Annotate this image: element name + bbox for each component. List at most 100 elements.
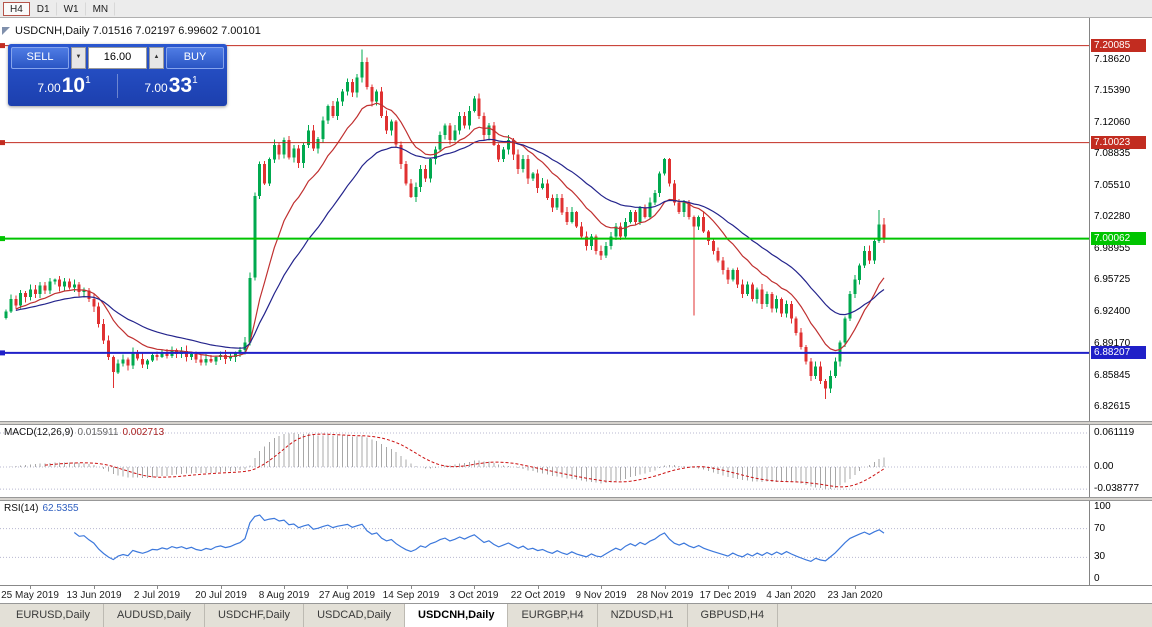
date-label: 3 Oct 2019	[449, 590, 499, 601]
macd-main-value: 0.015911	[77, 427, 119, 438]
date-label: 13 Jun 2019	[66, 590, 122, 601]
candlesticks	[4, 49, 886, 399]
chart-tab-usdcnh[interactable]: USDCNH,Daily	[405, 604, 509, 627]
sell-price-point: 1	[85, 74, 91, 86]
time-tick	[347, 586, 348, 589]
timeframe-button-d1[interactable]: D1	[30, 1, 57, 16]
price-tag: 7.20085	[1091, 39, 1146, 52]
hline-anchor-icon	[0, 140, 5, 146]
buy-price-base: 7.00	[144, 80, 168, 95]
chart-title: USDCNH,Daily 7.01516 7.02197 6.99602 7.0…	[15, 25, 261, 37]
rsi-panel[interactable]: RSI(14) 62.5355	[0, 501, 1089, 585]
candlestick-chart[interactable]	[0, 18, 1089, 421]
sell-price-pips: 10	[61, 73, 86, 97]
chart-tabs: EURUSD,Daily AUDUSD,Daily USDCHF,Daily USDC…	[0, 603, 1152, 627]
time-tick	[474, 586, 475, 589]
time-tick	[601, 586, 602, 589]
date-label: 22 Oct 2019	[510, 590, 566, 601]
time-tick	[538, 586, 539, 589]
rsi-value: 62.5355	[42, 503, 79, 514]
chart-tab-usdcad[interactable]: USDCAD,Daily	[304, 604, 406, 627]
timeframe-button-h4[interactable]: H4	[3, 1, 30, 16]
trade-panel-prices: 7.00101 7.00331	[11, 69, 224, 102]
macd-signal-line	[44, 433, 885, 488]
rsi-axis: 100 70 30 0	[1090, 501, 1152, 585]
timeframe-button-mn[interactable]: MN	[86, 1, 116, 16]
price-tick-label: 7.12060	[1094, 117, 1131, 128]
date-label: 9 Nov 2019	[575, 590, 627, 601]
chart-tab-gbpusd[interactable]: GBPUSD,H4	[688, 604, 779, 627]
ma-slow-line	[15, 138, 885, 349]
rsi-name: RSI(14)	[4, 503, 39, 514]
price-tag: 7.10023	[1091, 136, 1146, 149]
rsi-tick-label: 0	[1094, 573, 1100, 584]
rsi-chart[interactable]	[0, 501, 1089, 585]
rsi-tick-label: 70	[1094, 523, 1106, 534]
panel-splitter[interactable]	[0, 421, 1152, 425]
price-tag: 7.00062	[1091, 232, 1146, 245]
date-label: 17 Dec 2019	[699, 590, 757, 601]
time-tick	[94, 586, 95, 589]
date-label: 25 May 2019	[1, 590, 59, 601]
sell-price[interactable]: 7.00101	[11, 74, 117, 98]
time-axis: 25 May 2019 13 Jun 2019 2 Jul 2019 20 Jul 2…	[0, 585, 1152, 603]
one-click-collapse-icon[interactable]	[2, 27, 10, 35]
price-tick-label: 7.15390	[1094, 85, 1131, 96]
hline-anchor-icon	[0, 236, 5, 242]
buy-button[interactable]: BUY	[166, 47, 224, 69]
time-tick	[30, 586, 31, 589]
price-tick-label: 7.05510	[1094, 180, 1131, 191]
price-tick-label: 6.82615	[1094, 401, 1131, 412]
date-label: 14 Sep 2019	[382, 590, 440, 601]
price-tick-label: 7.08835	[1094, 148, 1131, 159]
price-chart[interactable]: USDCNH,Daily 7.01516 7.02197 6.99602 7.0…	[0, 18, 1089, 421]
macd-label: MACD(12,26,9) 0.015911 0.002713	[4, 427, 164, 438]
sell-button[interactable]: SELL	[11, 47, 69, 69]
buy-price[interactable]: 7.00331	[118, 74, 224, 98]
price-tag: 6.88207	[1091, 346, 1146, 359]
price-tick-label: 6.85845	[1094, 370, 1131, 381]
price-divider	[117, 73, 118, 98]
chart-tab-audusd[interactable]: AUDUSD,Daily	[104, 604, 205, 627]
date-label: 28 Nov 2019	[636, 590, 694, 601]
date-label: 8 Aug 2019	[258, 590, 310, 601]
volume-down-icon[interactable]: ▼	[71, 47, 86, 69]
macd-chart[interactable]	[0, 425, 1089, 497]
macd-name: MACD(12,26,9)	[4, 427, 74, 438]
time-tick	[855, 586, 856, 589]
date-label: 20 Jul 2019	[195, 590, 247, 601]
macd-panel[interactable]: MACD(12,26,9) 0.015911 0.002713	[0, 425, 1089, 497]
timeframe-toolbar: H4 D1 W1 MN	[0, 0, 1152, 18]
macd-axis: 0.061119 0.00 -0.038777	[1090, 425, 1152, 497]
date-label: 4 Jan 2020	[766, 590, 816, 601]
chart-tab-usdchf[interactable]: USDCHF,Daily	[205, 604, 305, 627]
time-tick	[791, 586, 792, 589]
date-label: 23 Jan 2020	[827, 590, 883, 601]
volume-up-icon[interactable]: ▲	[149, 47, 164, 69]
price-axis: 7.18620 7.15390 7.12060 7.08835 7.05510 7.022…	[1090, 18, 1152, 421]
timeframe-button-w1[interactable]: W1	[57, 1, 86, 16]
volume-input[interactable]: 16.00	[88, 47, 147, 69]
price-tick-label: 6.98955	[1094, 243, 1131, 254]
panel-splitter[interactable]	[0, 497, 1152, 501]
chart-tab-eurusd[interactable]: EURUSD,Daily	[3, 604, 104, 627]
time-tick	[411, 586, 412, 589]
date-label: 27 Aug 2019	[318, 590, 376, 601]
chart-tab-eurgbp[interactable]: EURGBP,H4	[508, 604, 598, 627]
time-tick	[284, 586, 285, 589]
chart-tab-nzdusd[interactable]: NZDUSD,H1	[598, 604, 688, 627]
rsi-tick-label: 30	[1094, 551, 1106, 562]
rsi-label: RSI(14) 62.5355	[4, 503, 79, 514]
rsi-tick-label: 100	[1094, 501, 1111, 512]
price-tick-label: 6.95725	[1094, 274, 1131, 285]
price-tick-label: 6.92400	[1094, 306, 1131, 317]
time-tick	[665, 586, 666, 589]
price-tick-label: 6.89170	[1094, 338, 1131, 349]
macd-histogram	[10, 433, 885, 490]
rsi-line	[73, 514, 885, 563]
time-tick	[728, 586, 729, 589]
time-tick	[221, 586, 222, 589]
trade-panel-controls: SELL ▼ 16.00 ▲ BUY	[11, 47, 224, 69]
macd-signal-value: 0.002713	[122, 427, 165, 438]
axis-separator	[1089, 18, 1090, 585]
